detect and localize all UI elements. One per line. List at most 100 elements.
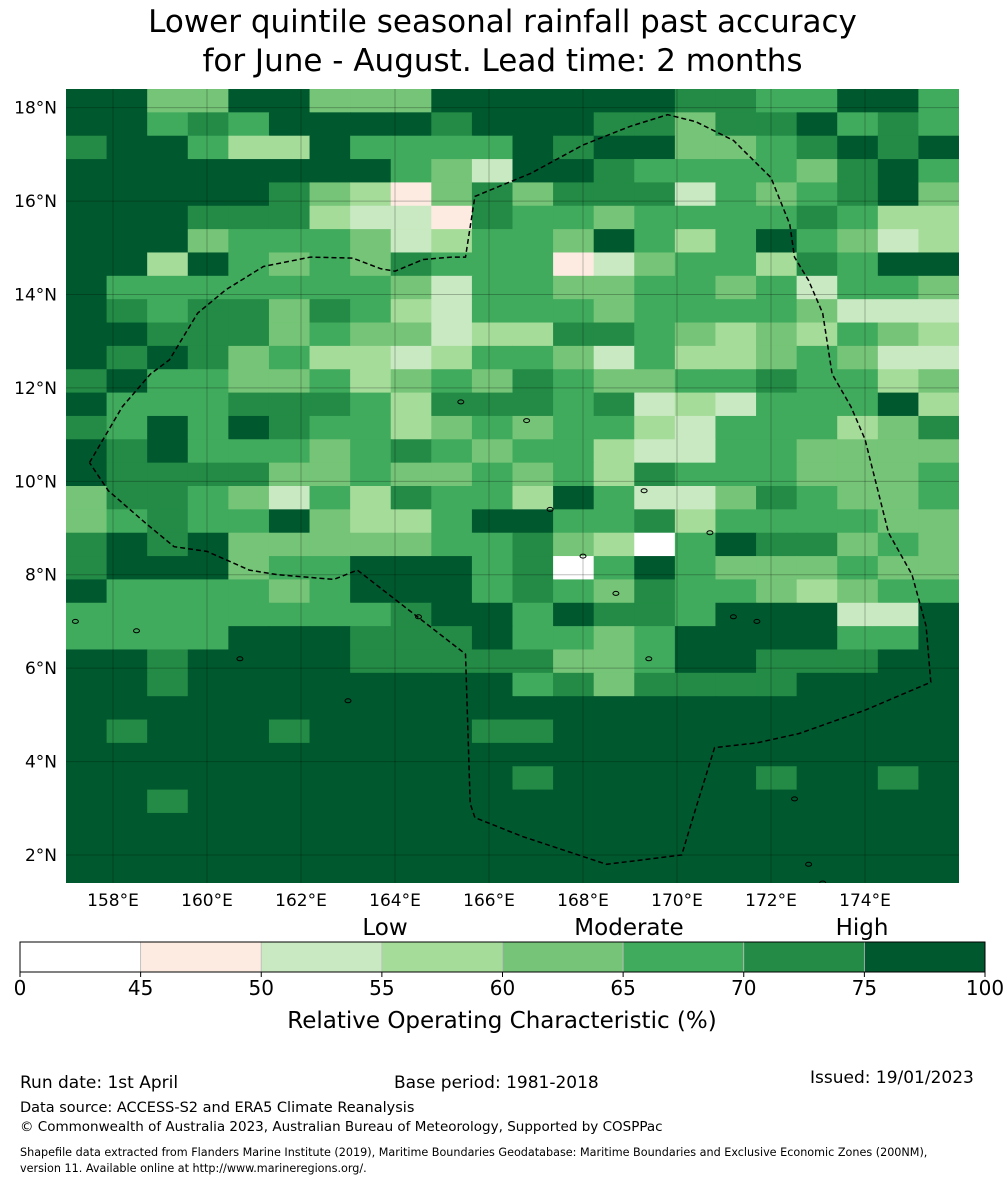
grid-cell [66,415,108,440]
grid-cell [837,532,879,557]
grid-cell [634,696,676,721]
grid-cell [187,345,229,370]
grid-cell [106,275,148,300]
grid-cell [553,299,595,324]
grid-cell [309,439,351,464]
grid-cell [309,742,351,767]
grid-cell [431,182,473,207]
grid-cell [512,626,554,651]
grid-cell [106,205,148,230]
shapefile-credit-line-1: Shapefile data extracted from Flanders M… [20,1146,928,1159]
grid-cell [877,89,920,113]
grid-cell [634,766,676,791]
grid-cell [715,462,757,487]
grid-cell [877,812,920,837]
grid-cell [471,135,514,160]
grid-cell [756,182,798,207]
issued-date: Issued: 19/01/2023 [810,1068,974,1088]
grid-cell [918,229,959,254]
grid-cell [471,789,514,814]
grid-cell [228,509,270,534]
grid-cell [147,135,189,160]
map-title-line-2: for June - August. Lead time: 2 months [202,43,803,79]
grid-cell [106,439,148,464]
grid-cell [756,299,798,324]
island-outline [415,614,422,620]
grid-cell [66,345,108,370]
grid-cell [268,859,311,883]
grid-cell [553,649,595,674]
grid-cell [593,439,635,464]
grid-cell [796,789,838,814]
grid-cell [431,462,473,487]
grid-cell [634,439,676,464]
grid-cell [796,415,838,440]
grid-cell [350,299,392,324]
grid-cell [553,252,595,277]
grid-cell [674,135,717,160]
grid-cell [756,719,798,744]
grid-cell [268,509,311,534]
colorbar-tick-labels: 0 45 50 55 60 65 70 75 100 [14,972,1004,1000]
grid-cell [512,89,554,113]
grid-cell [66,182,108,207]
grid-cell [512,392,554,417]
latitude-tick-label: 4°N [25,753,57,773]
island-outline [753,618,761,624]
grid-cell [756,556,798,581]
grid-cell [106,415,148,440]
colorbar-block [260,941,383,973]
grid-cell [756,602,798,627]
grid-cell [634,299,676,324]
grid-cell [877,649,920,674]
grid-cell [918,602,959,627]
grid-cell [106,486,148,510]
grid-cell [918,742,959,767]
grid-cell [390,859,432,883]
grid-cell [106,252,148,277]
grid-cell [796,579,838,604]
colorbar-tick-label: 75 [852,976,877,1000]
run-date: Run date: 1st April [20,1073,179,1093]
grid-cell [756,672,798,697]
colorbar-category-moderate: Moderate [574,915,683,941]
grid-cell [228,836,270,861]
grid-cell [66,462,108,487]
grid-cell [674,696,717,721]
grid-cell [553,89,595,113]
grid-cell [309,135,351,160]
grid-cell [593,486,635,510]
grid-cell [512,789,554,814]
grid-cell [390,275,432,300]
grid-cell [674,766,717,791]
grid-cell [390,556,432,581]
grid-cell [877,299,920,324]
grid-cell [309,112,351,137]
grid-cell [268,649,311,674]
grid-cell [309,369,351,394]
grid-cell [268,439,311,464]
grid-cell [796,836,838,861]
grid-cell [228,766,270,791]
grid-cell [268,462,311,487]
grid-cell [66,649,108,674]
latitude-tick-label: 6°N [25,659,57,679]
grid-cell [106,579,148,604]
grid-cell [634,556,676,581]
grid-cell [674,532,717,557]
grid-cell [877,322,920,347]
grid-cell [106,696,148,721]
grid-cell [553,766,595,791]
island-outline [645,656,653,662]
grid-cell [593,766,635,791]
grid-cell [837,812,879,837]
grid-cell [390,649,432,674]
grid-cell [471,462,514,487]
grid-cell [553,275,595,300]
grid-cell [228,789,270,814]
grid-cell [756,205,798,230]
grid-cell [106,626,148,651]
grid-cell [147,602,189,627]
grid-cell [147,509,189,534]
grid-cell [106,89,148,113]
